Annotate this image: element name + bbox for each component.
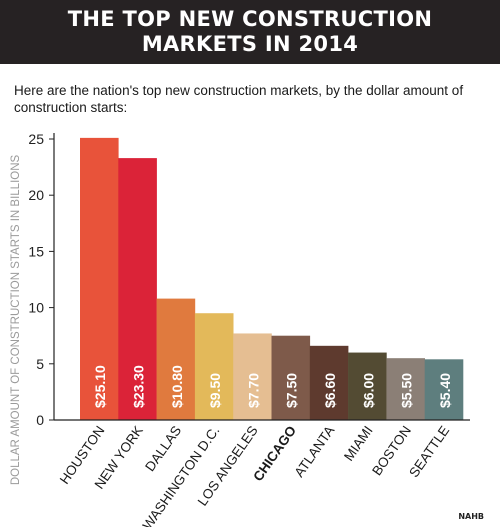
chart-title-line-1: THE TOP NEW CONSTRUCTION — [67, 7, 433, 31]
bar — [386, 358, 425, 420]
x-tick-label: DALLAS — [142, 423, 184, 474]
chart-subtitle: Here are the nation's top new constructi… — [14, 83, 464, 115]
bar-data-label: $7.50 — [284, 373, 300, 408]
bar — [80, 137, 119, 420]
bar — [348, 352, 387, 420]
bar-data-label: $6.60 — [322, 373, 338, 408]
y-tick-label: 5 — [36, 356, 44, 372]
bar-data-label: $23.30 — [130, 365, 146, 408]
bar — [233, 333, 272, 420]
bar-data-label: $5.40 — [437, 373, 453, 408]
y-tick-label: 0 — [36, 412, 44, 428]
y-tick-label: 10 — [28, 300, 44, 316]
x-tick-label: WASHINGTON D.C. — [140, 423, 223, 527]
bar-data-label: $7.70 — [245, 373, 261, 408]
x-tick-label: MIAMI — [341, 423, 376, 464]
y-tick-label: 15 — [28, 243, 44, 259]
source-label: NAHB — [458, 512, 484, 521]
title-banner: THE TOP NEW CONSTRUCTION MARKETS IN 2014 — [0, 0, 500, 64]
y-axis-title: DOLLAR AMOUNT OF CONSTRUCTION STARTS IN … — [10, 154, 22, 485]
bar — [156, 298, 196, 420]
bar — [309, 345, 349, 420]
bar — [118, 158, 157, 420]
bar-data-label: $10.80 — [169, 365, 185, 408]
bar-data-label: $9.50 — [207, 373, 223, 408]
bar-data-label: $5.50 — [399, 373, 415, 408]
bar-data-label: $25.10 — [92, 365, 108, 408]
y-tick-label: 20 — [28, 187, 44, 203]
bar — [194, 313, 234, 420]
chart-title-line-2: MARKETS IN 2014 — [141, 32, 359, 56]
bar — [271, 335, 311, 420]
bar — [424, 359, 464, 420]
y-tick-label: 25 — [28, 131, 44, 147]
bar-data-label: $6.00 — [360, 373, 376, 408]
